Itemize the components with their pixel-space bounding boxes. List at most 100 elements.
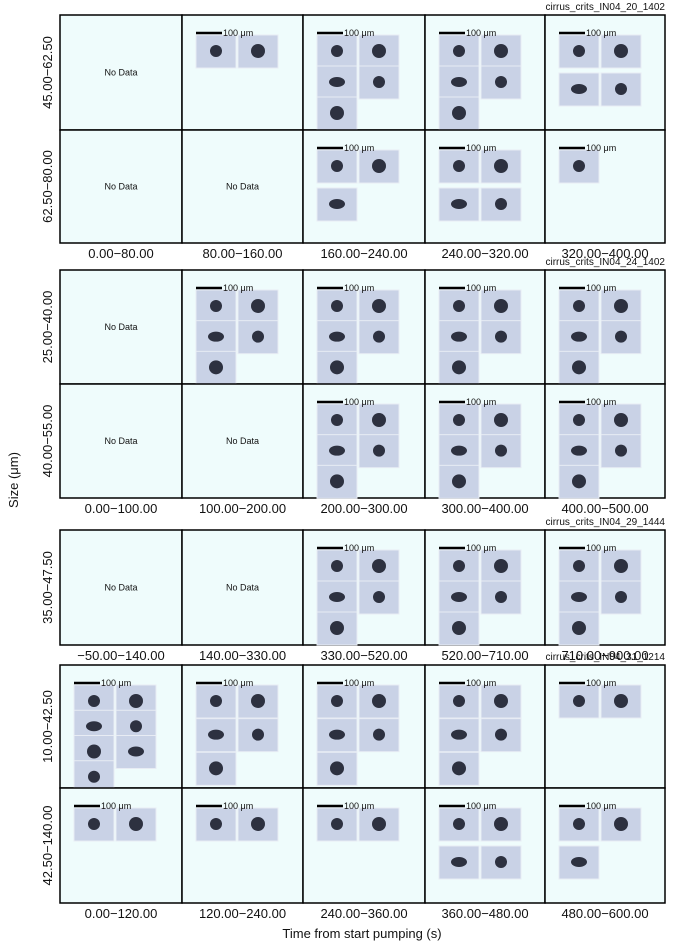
particle [330, 360, 344, 375]
panel-group: cirrus_crits_IN04_31_1214 10.00−42.50 100 … [40, 652, 666, 921]
particle [614, 44, 628, 58]
group-name: cirrus_crits_IN04_20_1402 [545, 2, 665, 13]
image-frame [558, 403, 600, 438]
particle-image [558, 403, 600, 438]
particle [251, 694, 265, 708]
cell: 100 μm [424, 14, 546, 131]
particle-image [438, 149, 480, 184]
particle-image [558, 611, 600, 646]
particle-image [237, 34, 279, 69]
particle-image [480, 289, 522, 324]
no-data: No Data [226, 436, 259, 446]
particle-image [438, 611, 480, 646]
cell: 100 μm [302, 664, 426, 789]
particle-image [600, 807, 642, 842]
cell: 100 μm [181, 14, 304, 131]
particle-image [480, 34, 522, 69]
particle-image [358, 807, 400, 842]
particle-image [316, 549, 358, 584]
particle [452, 474, 466, 489]
scale-bar-label: 100 μm [223, 678, 253, 688]
scale-bar-label: 100 μm [466, 143, 496, 153]
particle-image [558, 549, 600, 584]
particle-image [237, 807, 279, 842]
particle-image [316, 807, 358, 842]
particle [373, 591, 385, 603]
particle [615, 591, 627, 603]
row-label: 62.50−80.00 [40, 150, 55, 223]
particle-image [316, 187, 358, 222]
row-label: 42.50−140.00 [40, 806, 55, 886]
image-frame [316, 807, 358, 842]
particle-image [316, 434, 358, 469]
particle-image [358, 320, 400, 355]
cell-frame [59, 129, 183, 244]
cell: No Data [181, 383, 304, 499]
particle [329, 592, 345, 602]
cell: 100 μm [59, 787, 183, 904]
particle-image [316, 96, 358, 131]
particle [572, 621, 586, 635]
particle [372, 694, 386, 708]
particle [495, 591, 507, 603]
cell: 100 μm [424, 269, 546, 385]
particle-image [237, 289, 279, 324]
cell-frame [181, 383, 304, 499]
particle [329, 331, 345, 342]
particle-image [358, 65, 400, 100]
cell-frame [59, 383, 183, 499]
particle-image [600, 403, 642, 438]
column-label: 400.00−500.00 [561, 501, 648, 516]
particle [452, 360, 466, 375]
particle [330, 106, 344, 120]
particle-image [316, 149, 358, 184]
particle-image [438, 718, 480, 753]
particle [494, 159, 508, 173]
particle [494, 817, 508, 831]
particle [494, 559, 508, 573]
particle [495, 76, 507, 88]
cell-frame [59, 269, 183, 385]
particle [614, 559, 628, 573]
particle-image [558, 34, 600, 69]
particle-image [358, 34, 400, 69]
particle [451, 857, 467, 867]
cell: 100 μm [302, 529, 426, 646]
particle-image [316, 403, 358, 438]
particle-image [438, 464, 480, 499]
no-data: No Data [226, 583, 259, 593]
particle [571, 445, 587, 456]
scale-bar-label: 100 μm [101, 678, 131, 688]
particle-image [600, 289, 642, 324]
particle-image [600, 434, 642, 469]
panel-group: cirrus_crits_IN04_24_1402 25.00−40.00 No D… [40, 257, 666, 516]
scale-bar-label: 100 μm [344, 283, 374, 293]
particle-image [237, 320, 279, 355]
particle-image [558, 580, 600, 615]
particle [373, 330, 385, 343]
particle-image [558, 72, 600, 107]
scale-bar-label: 100 μm [344, 678, 374, 688]
particle-image [480, 807, 522, 842]
particle [88, 818, 100, 830]
particle [615, 444, 627, 457]
image-frame [195, 289, 237, 324]
particle [452, 621, 466, 635]
particle-image [558, 289, 600, 324]
particle-image [438, 580, 480, 615]
particle-image [558, 320, 600, 355]
particle-image [115, 735, 157, 769]
particle [329, 445, 345, 456]
particle-image [438, 320, 480, 355]
particle [329, 729, 345, 740]
scale-bar-label: 100 μm [466, 283, 496, 293]
cell: 100 μm [544, 383, 666, 499]
particle [495, 444, 507, 457]
particle [86, 721, 102, 732]
particle-image [438, 34, 480, 69]
particle [372, 413, 386, 427]
particle-image [438, 751, 480, 786]
particle [372, 44, 386, 58]
particle-image [316, 350, 358, 385]
particle [372, 817, 386, 831]
